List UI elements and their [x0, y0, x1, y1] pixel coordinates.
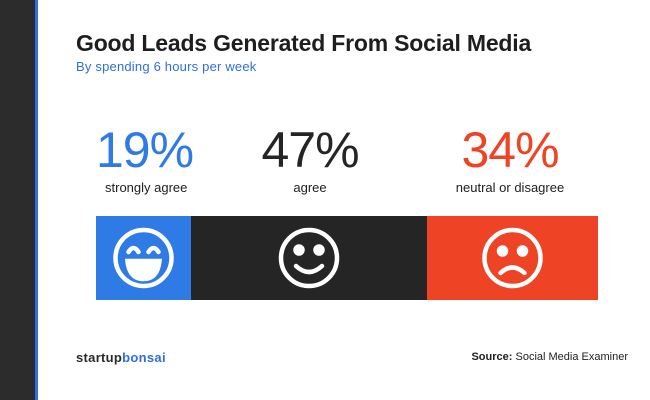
stat-agree: 47% agree	[255, 122, 365, 195]
brand-logo: startupbonsai	[76, 350, 166, 365]
stat-label: strongly agree	[105, 180, 188, 195]
source-value: Social Media Examiner	[512, 351, 628, 363]
brand-logo-part1: startup	[76, 350, 123, 365]
smiling-face-icon	[278, 227, 340, 289]
stat-value: 19%	[96, 122, 194, 178]
left-accent-line	[35, 0, 38, 400]
stat-label: neutral or disagree	[455, 180, 565, 195]
stat-value: 34%	[461, 122, 559, 178]
frowning-face-icon	[482, 227, 543, 289]
source-note: Source: Social Media Examiner	[471, 351, 628, 363]
chart-title: Good Leads Generated From Social Media	[76, 30, 532, 56]
left-dark-band	[0, 0, 37, 400]
brand-logo-part2: bonsai	[122, 350, 166, 365]
source-label: Source	[471, 351, 509, 363]
laughing-face-icon	[113, 227, 174, 289]
source-separator: :	[508, 351, 513, 363]
stat-strongly-agree: 19% strongly agree	[96, 122, 286, 195]
stat-value: 47%	[261, 122, 359, 178]
stat-neutral-or-disagree: 34% neutral or disagree	[440, 122, 580, 195]
chart-subtitle: By spending 6 hours per week	[76, 59, 257, 74]
stat-label: agree	[293, 180, 327, 195]
